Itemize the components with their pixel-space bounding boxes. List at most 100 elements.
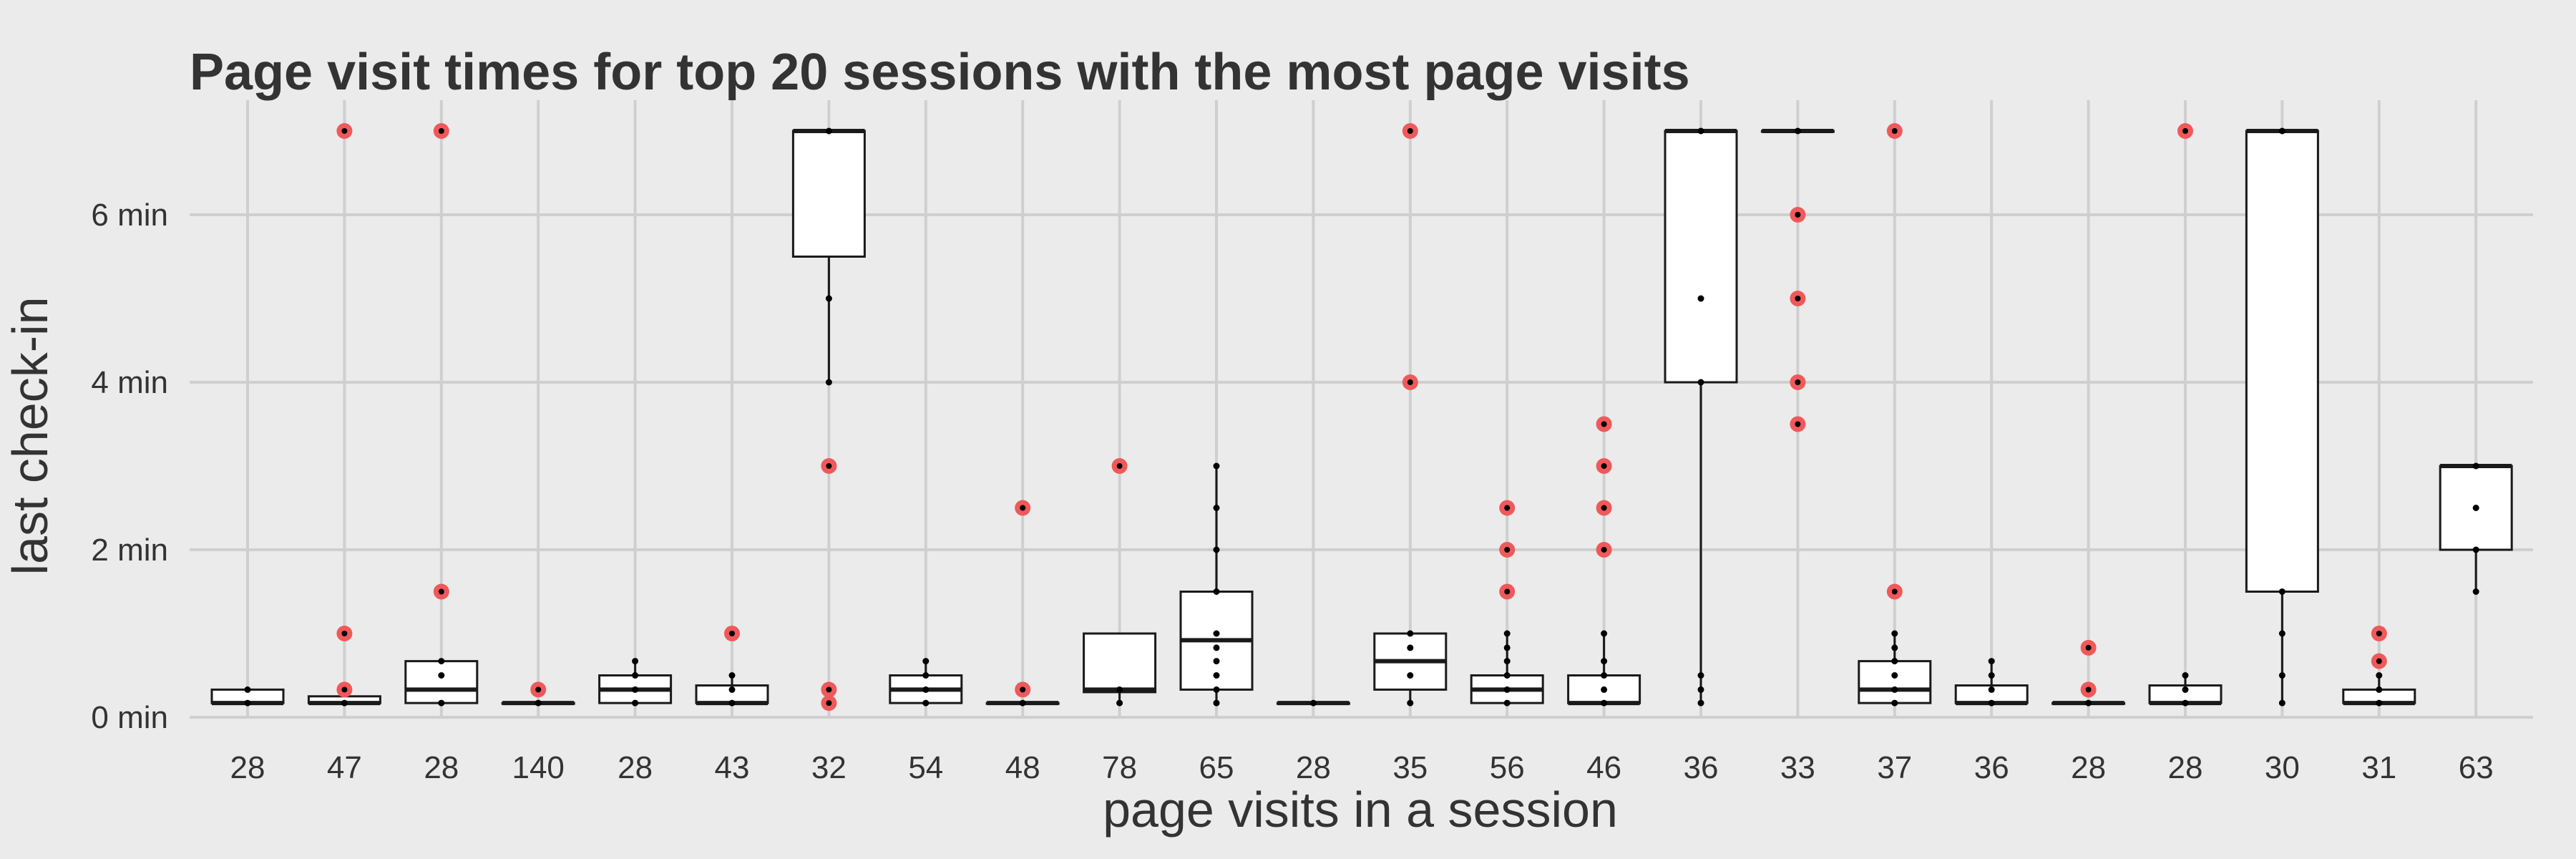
box-group [501,681,575,707]
data-point [1988,672,1995,679]
box [2439,465,2513,551]
outlier-center-point [826,463,832,469]
data-point [825,379,832,386]
data-point [438,658,445,665]
box-group [1373,123,1448,707]
data-point [2376,686,2383,693]
x-tick-label: 48 [1005,750,1040,785]
box [1664,130,1738,384]
y-axis-title: last check-in [2,296,58,575]
data-point [1407,630,1414,637]
data-point [922,699,930,707]
data-point [2182,672,2189,679]
x-tick-label: 30 [2265,750,2300,785]
box-group [1567,416,1641,707]
data-point [1116,699,1123,707]
data-point [728,672,736,679]
x-axis-title: page visits in a session [1103,782,1618,838]
data-point [2472,588,2479,595]
outlier-center-point [826,686,832,693]
x-tick-label: 47 [327,750,362,785]
box-series [210,123,2513,712]
outlier-center-point [1891,588,1898,595]
box-group [2439,462,2513,595]
x-tick-label: 54 [908,750,943,785]
data-point [1891,658,1898,665]
outlier-center-point [1020,686,1026,693]
data-point [2182,686,2189,693]
data-point [1503,686,1511,693]
data-point [1213,699,1220,707]
outlier-center-point [1504,547,1511,553]
data-point [1213,588,1220,595]
data-point [1697,699,1704,707]
x-tick-label: 37 [1877,750,1912,785]
data-point [1697,127,1704,135]
box-group [2051,639,2126,707]
data-point [244,699,251,707]
data-point [1213,546,1220,553]
data-point [1019,699,1026,707]
box-group [2245,127,2319,707]
data-point [1309,699,1317,707]
data-point [1988,658,1995,665]
data-point [1891,644,1898,651]
box-group [210,686,285,707]
box-group [404,123,479,707]
x-tick-label: 28 [618,750,653,785]
box-group [1954,658,2029,707]
box [404,660,479,704]
x-tick-label: 36 [1684,750,1719,785]
data-point [2472,462,2479,470]
data-point [1601,630,1608,637]
outlier-center-point [1601,547,1607,553]
box-group [1664,127,1738,707]
data-point [825,127,832,135]
x-tick-label: 43 [715,750,750,785]
data-point [728,686,736,693]
box-group [1858,123,1932,707]
x-tick-label: 32 [811,750,847,785]
data-point [632,699,639,707]
data-point [2472,505,2479,511]
x-tick-label: 46 [1586,750,1621,785]
box-group [307,123,381,707]
data-point [1503,644,1511,651]
box-group [791,127,866,712]
x-tick-label: 78 [1102,750,1137,785]
data-point [535,699,542,707]
data-point [728,699,736,707]
box-group [1083,458,1157,707]
x-tick-label: 63 [2459,750,2494,785]
x-tick-label: 36 [1974,750,2009,785]
y-tick-label: 4 min [91,365,168,400]
outlier-center-point [1601,505,1607,511]
box-group [1470,500,1544,707]
data-point [1407,699,1414,707]
outlier-center-point [1504,505,1511,511]
y-axis-ticks: 0 min 2 min 4 min 6 min [91,198,168,735]
data-point [2278,588,2285,595]
data-point [1697,379,1704,386]
chart-title: Page visit times for top 20 sessions wit… [190,44,1690,101]
x-tick-label: 28 [2071,750,2106,785]
data-point [341,699,348,707]
x-tick-label: 28 [2168,750,2203,785]
data-point [632,686,639,693]
outlier-center-point [1601,463,1607,469]
data-point [1697,686,1704,693]
box-group [889,658,963,707]
outlier-center-point [1795,421,1801,427]
data-point [438,672,445,679]
data-point [1697,672,1704,679]
data-point [2278,699,2285,707]
outlier-center-point [535,686,542,693]
outlier-center-point [1504,588,1511,595]
data-point [2278,127,2285,135]
box-group [2342,626,2416,707]
data-point [632,672,639,679]
outlier-center-point [341,128,348,134]
y-tick-label: 2 min [91,533,168,568]
outlier-center-point [2085,644,2092,651]
